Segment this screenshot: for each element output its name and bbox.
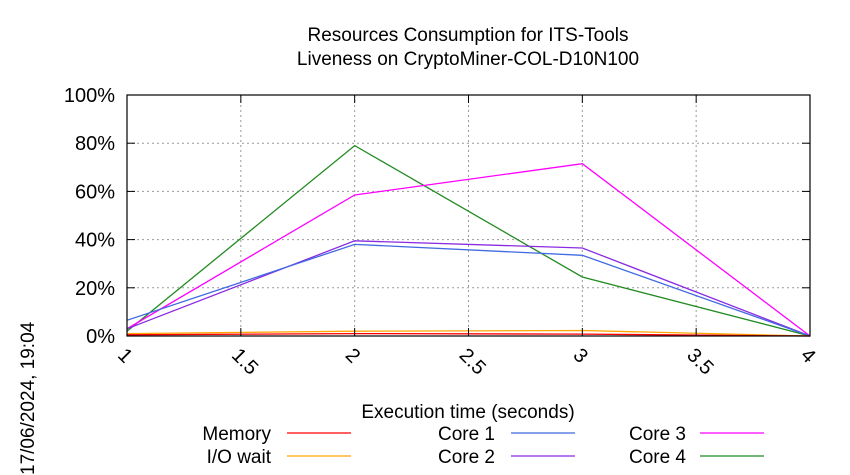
y-tick-label: 40% [75,230,115,252]
x-axis-label: Execution time (seconds) [361,402,574,423]
y-tick-label: 80% [75,133,115,155]
legend-label: Core 3 [629,424,686,445]
legend-label: Core 2 [438,447,495,468]
chart-title: Resources Consumption for ITS-Tools Liven… [297,25,639,70]
series-line-core-2 [126,240,811,337]
legend-label: Core 4 [629,447,686,468]
legend-label: Core 1 [438,424,495,445]
y-tick-label: 0% [86,326,115,348]
series-line-core-1 [126,243,811,337]
x-tick-label: 2 [341,344,364,367]
y-tick-label: 20% [75,278,115,300]
y-tick-label: 100% [64,85,115,107]
y-tick-label: 60% [75,181,115,203]
x-tick-label: 4 [796,344,819,367]
x-tick-label: 1.5 [227,344,262,379]
x-tick-label: 1 [113,344,136,367]
series-line-core-3 [126,163,811,337]
x-tick-label: 3.5 [682,344,717,379]
legend-label: I/O wait [207,447,272,468]
x-tick-label: 3 [569,344,592,367]
series-line-core-4 [126,144,811,337]
x-tick-label: 2.5 [455,344,490,379]
title-line: Resources Consumption for ITS-Tools [307,25,628,46]
legend-label: Memory [202,424,271,445]
title-line: Liveness on CryptoMiner-COL-D10N100 [297,49,639,70]
timestamp-label: 17/06/2024, 19:04 [18,321,39,475]
